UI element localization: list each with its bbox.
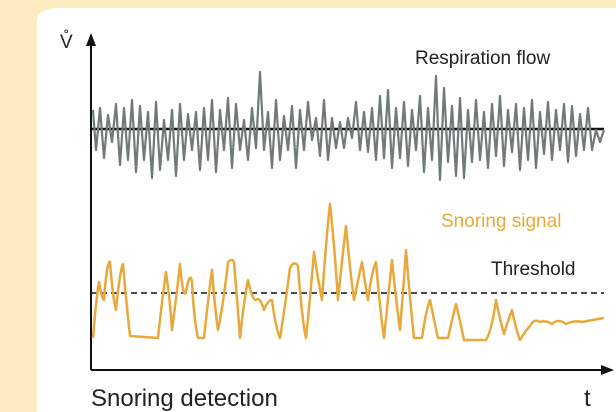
snoring-signal-line [91, 202, 605, 342]
snoring-signal-label: Snoring signal [441, 211, 561, 232]
x-axis-label: t [584, 385, 591, 412]
respiration-flow-line [91, 70, 606, 182]
x-axis-arrow [601, 365, 614, 375]
y-axis-label: V̊ [60, 30, 73, 53]
respiration-flow-label: Respiration flow [415, 48, 550, 69]
threshold-label: Threshold [491, 259, 576, 280]
y-axis-arrow [86, 33, 96, 46]
diagram-caption: Snoring detection [91, 385, 278, 412]
diagram-panel [37, 0, 616, 412]
